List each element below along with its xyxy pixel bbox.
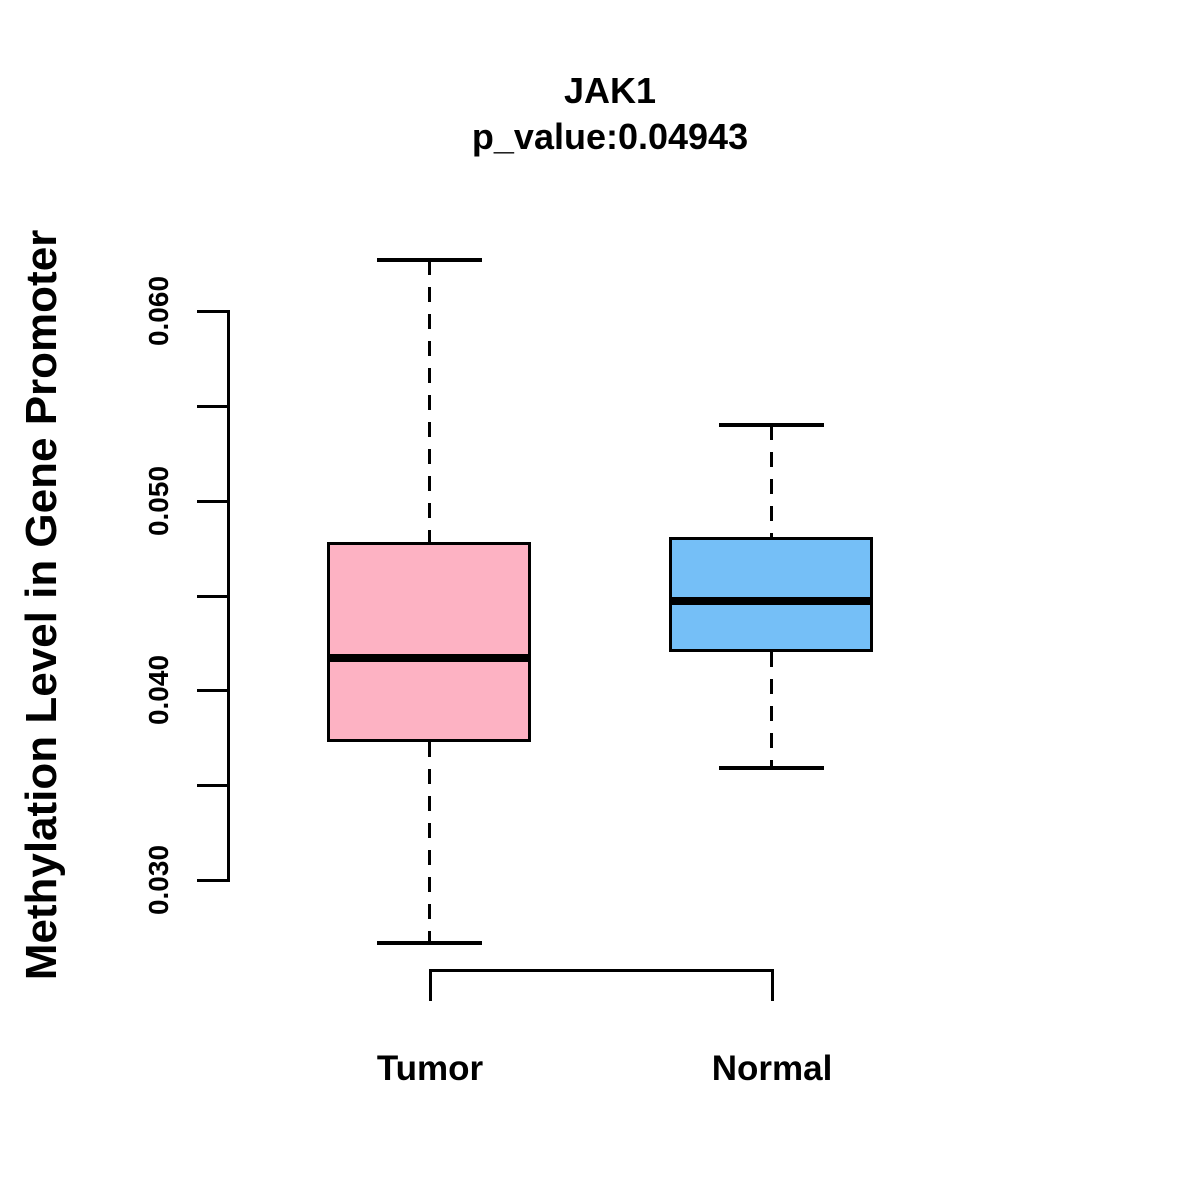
- y-axis-tick: [197, 879, 227, 882]
- y-tick-label: 0.060: [143, 275, 174, 347]
- y-axis-tick: [197, 689, 227, 692]
- y-axis-line: [227, 310, 230, 882]
- median-normal: [669, 597, 873, 606]
- y-axis-tick: [197, 500, 227, 503]
- chart-title: JAK1: [563, 70, 657, 111]
- whisker-lower-tumor: [428, 741, 431, 943]
- title-block: JAK1 p_value:0.04943: [472, 68, 748, 160]
- y-axis-tick: [197, 310, 227, 313]
- y-axis-tick: [197, 784, 227, 787]
- box-tumor: [327, 542, 531, 742]
- whisker-upper-tumor: [428, 259, 431, 543]
- whisker-cap-high-tumor: [376, 257, 482, 262]
- x-label-tumor: Tumor: [376, 1049, 484, 1088]
- x-label-normal: Normal: [711, 1049, 833, 1088]
- p-value-subtitle: p_value:0.04943: [471, 116, 749, 157]
- median-tumor: [327, 654, 531, 663]
- box-normal: [669, 536, 873, 653]
- whisker-cap-low-tumor: [376, 940, 482, 945]
- x-axis-tick-right: [771, 969, 774, 1001]
- y-axis-tick: [197, 405, 227, 408]
- whisker-lower-normal: [770, 652, 773, 769]
- whisker-cap-low-normal: [718, 766, 824, 771]
- x-axis-line: [429, 969, 774, 972]
- whisker-cap-high-normal: [718, 422, 824, 427]
- y-tick-label: 0.050: [143, 465, 174, 537]
- y-tick-label: 0.030: [143, 844, 174, 916]
- y-axis-title: Methylation Level in Gene Promoter: [17, 229, 66, 981]
- y-tick-label: 0.040: [143, 654, 174, 726]
- y-axis-tick: [197, 595, 227, 598]
- whisker-upper-normal: [770, 424, 773, 537]
- x-axis-tick-left: [429, 969, 432, 1001]
